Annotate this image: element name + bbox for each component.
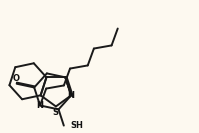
Text: N: N — [68, 91, 75, 100]
Text: N: N — [37, 101, 44, 110]
Text: SH: SH — [70, 121, 83, 130]
Text: O: O — [12, 74, 19, 83]
Text: S: S — [52, 108, 58, 117]
